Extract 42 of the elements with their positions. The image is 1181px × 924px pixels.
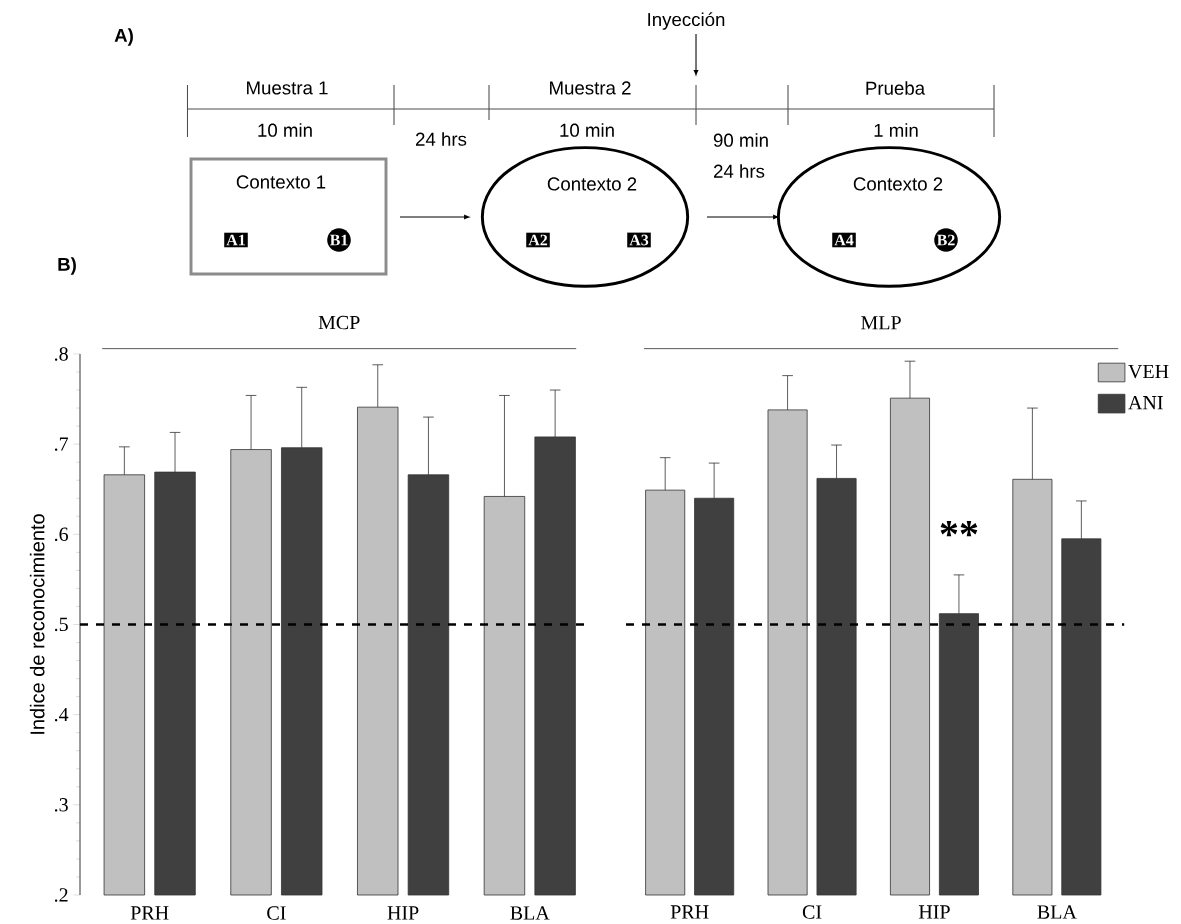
y-tick-label: .7 [54,437,69,451]
text: Inyección [648,12,725,30]
y-tick-label: .6 [54,527,69,542]
text: 24 hrs [416,132,467,146]
legend-label: VEH [1128,364,1169,379]
x-tick-label: HIP [918,905,950,919]
x-tick-label: HIP [387,906,419,920]
y-tick-label: .2 [54,888,68,902]
y-tick-label: .4 [54,707,69,722]
text: Muestra 1 [247,81,328,95]
text: B2 [936,234,955,246]
text: Prueba [866,81,926,95]
x-tick-label: BLA [510,906,550,920]
text: 10 min [258,123,312,137]
text: A1 [226,234,245,246]
text: 24 hrs [714,164,765,178]
x-tick-label: PRH [130,906,169,920]
y-axis-title: Indice de reconocimiento [29,514,45,734]
text: B1 [329,234,348,246]
x-tick-label: CI [802,905,822,919]
text: A2 [528,234,548,246]
x-tick-label: BLA [1037,905,1077,919]
y-tick-label: .8 [54,347,68,361]
legend-label: ANI [1128,396,1163,410]
y-tick-label: .5 [54,617,68,632]
text: A4 [834,234,854,246]
text: Contexto 1 [236,175,326,189]
chart-title: MLP [861,316,901,330]
annotation: ** [940,521,978,537]
text: 10 min [560,123,614,137]
x-tick-label: CI [267,906,286,920]
text: A3 [629,234,649,246]
y-tick-label: .3 [54,798,68,812]
x-tick-label: PRH [670,905,709,919]
text: 90 min [713,133,768,147]
chart-title: MCP [318,315,360,330]
text: 1 min [874,123,918,137]
text: Muestra 2 [550,81,631,95]
text: Contexto 2 [547,177,637,191]
text: Contexto 2 [853,177,943,191]
text: B) [58,257,76,275]
text: A) [114,28,133,46]
